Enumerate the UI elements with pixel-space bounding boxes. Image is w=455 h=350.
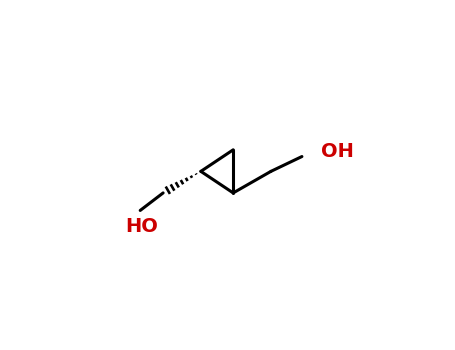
Text: OH: OH — [321, 142, 354, 161]
Text: HO: HO — [126, 217, 158, 236]
